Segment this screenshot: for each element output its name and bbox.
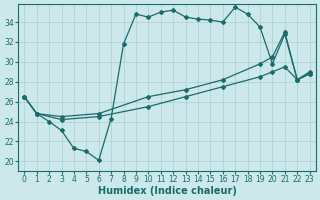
X-axis label: Humidex (Indice chaleur): Humidex (Indice chaleur): [98, 186, 236, 196]
